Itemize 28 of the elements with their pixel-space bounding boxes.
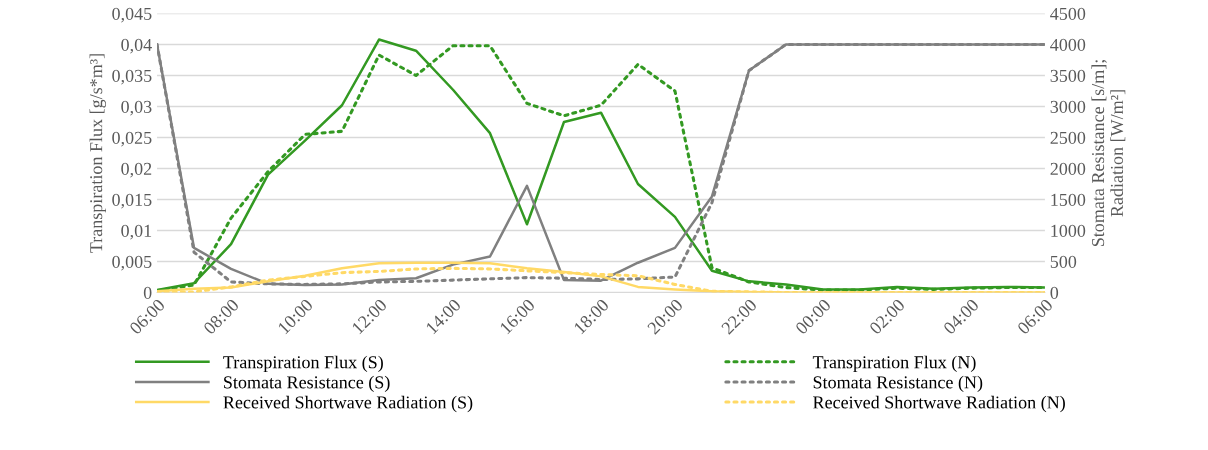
y-tick-label: 0,025	[112, 131, 152, 147]
y-tick-label: 0,015	[112, 193, 152, 209]
y-tick-label: 0,045	[112, 7, 152, 23]
legend-label: Received Shortwave Radiation (S)	[223, 395, 473, 413]
y2-tick-label: 2000	[1050, 162, 1086, 175]
legend-label: Stomata Resistance (N)	[813, 375, 983, 393]
y-tick-label: 0,02	[121, 162, 152, 178]
y-tick-label: 0,03	[121, 100, 152, 116]
y-tick-label: 0	[143, 286, 152, 299]
legend-label: Received Shortwave Radiation (N)	[813, 395, 1065, 413]
y2-tick-label: 4000	[1050, 38, 1086, 51]
y2-axis-title: Stomata Resistance [s/m]; Radiation [W/m²]	[1091, 60, 1126, 247]
y2-tick-label: 3000	[1050, 100, 1086, 113]
y-tick-label: 0,005	[112, 255, 152, 271]
y-tick-label: 0,035	[112, 69, 152, 85]
y2-tick-label: 500	[1050, 255, 1077, 268]
y-axis-title: Transpiration Flux [g/s*m³]	[89, 54, 106, 253]
y2-tick-label: 3500	[1050, 69, 1086, 82]
y2-tick-label: 4500	[1050, 7, 1086, 20]
legend-label: Transpiration Flux (S)	[223, 355, 383, 373]
y2-tick-label: 1000	[1051, 224, 1086, 237]
y2-tick-label: 0	[1050, 286, 1059, 299]
y2-tick-label: 1500	[1051, 193, 1086, 206]
y2-tick-label: 2500	[1050, 131, 1086, 144]
y-tick-label: 0,04	[121, 38, 152, 54]
legend-label: Stomata Resistance (S)	[224, 375, 390, 393]
legend-label: Transpiration Flux (N)	[812, 355, 976, 373]
y-tick-label: 0,01	[121, 224, 152, 240]
